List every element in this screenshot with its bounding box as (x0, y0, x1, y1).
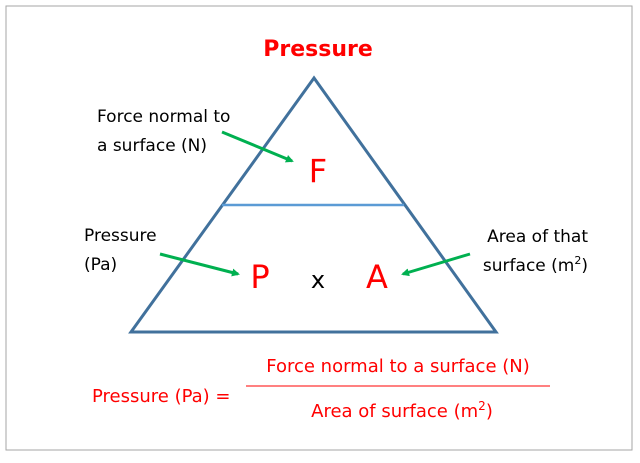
pressure-symbol: P (250, 258, 269, 296)
pressure-arrow (159, 252, 240, 277)
pressure-label-line1: Pressure (84, 226, 157, 246)
frame-border (5, 5, 633, 451)
diagram-title: Pressure (263, 37, 373, 62)
denominator-text: Area of surface (m (311, 401, 478, 422)
denominator-sup: 2 (478, 399, 486, 413)
force-label-line1: Force normal to (97, 107, 230, 127)
pressure-label-line2: (Pa) (84, 255, 117, 275)
formula-numerator: Force normal to a surface (N) (266, 356, 530, 377)
force-label-line2: a surface (N) (97, 136, 207, 156)
area-label-sup: 2 (574, 254, 581, 267)
area-label-line2: surface (m2) (483, 254, 588, 276)
force-symbol: F (309, 152, 327, 190)
force-arrow (221, 130, 294, 163)
area-label-text: surface (m (483, 256, 574, 276)
denominator-end: ) (486, 401, 493, 422)
area-label-end: ) (581, 256, 588, 276)
multiply-operator: x (311, 266, 325, 294)
formula-lhs: Pressure (Pa) = (92, 386, 231, 407)
area-arrow (401, 252, 471, 277)
area-symbol: A (366, 258, 388, 296)
formula-denominator: Area of surface (m2) (311, 399, 493, 422)
area-label-line1: Area of that (487, 227, 588, 247)
